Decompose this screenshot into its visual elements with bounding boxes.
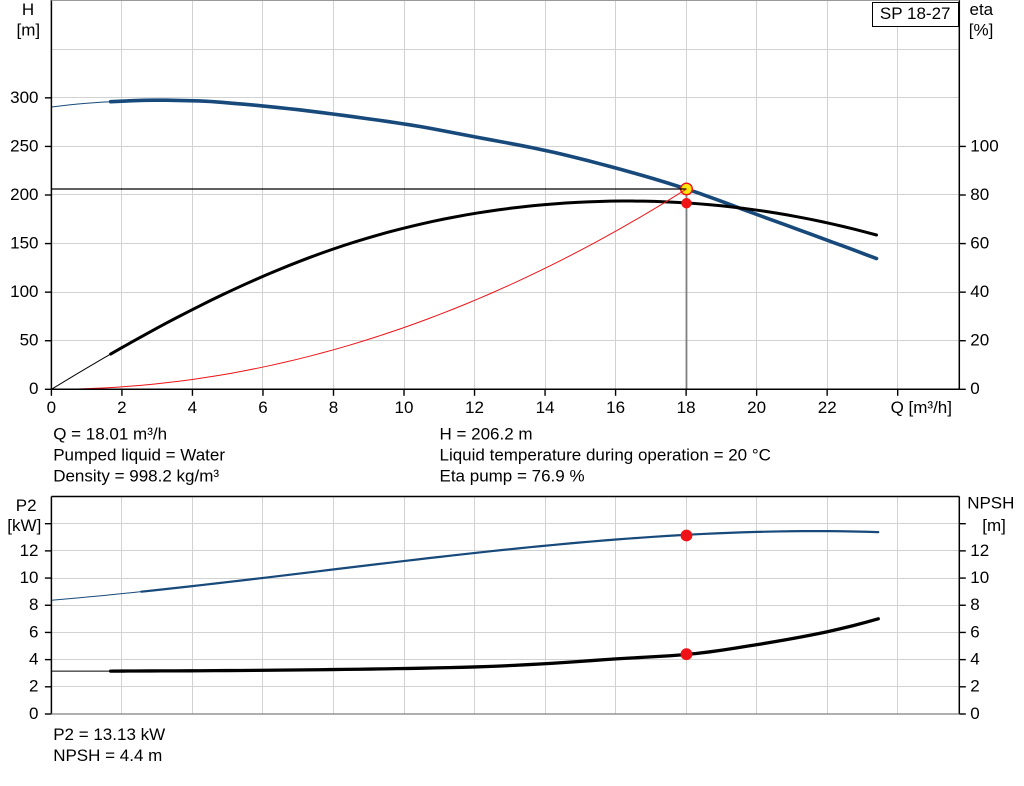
svg-text:20: 20 xyxy=(970,331,989,350)
svg-text:6: 6 xyxy=(970,622,979,641)
svg-text:4: 4 xyxy=(970,650,979,669)
svg-text:50: 50 xyxy=(20,331,39,350)
svg-text:150: 150 xyxy=(10,234,38,253)
svg-text:eta: eta xyxy=(970,0,994,19)
svg-text:10: 10 xyxy=(395,398,414,417)
svg-text:100: 100 xyxy=(10,282,38,301)
svg-text:20: 20 xyxy=(747,398,766,417)
svg-text:16: 16 xyxy=(606,398,625,417)
svg-text:Eta pump = 76.9 %: Eta pump = 76.9 % xyxy=(440,466,585,485)
svg-text:10: 10 xyxy=(970,568,989,587)
svg-text:0: 0 xyxy=(29,704,38,723)
svg-text:[%]: [%] xyxy=(969,21,994,40)
svg-text:100: 100 xyxy=(970,136,998,155)
svg-text:40: 40 xyxy=(970,282,989,301)
svg-text:Q = 18.01 m³/h: Q = 18.01 m³/h xyxy=(53,424,167,443)
svg-text:0: 0 xyxy=(29,379,38,398)
svg-text:8: 8 xyxy=(970,595,979,614)
svg-text:SP 18-27: SP 18-27 xyxy=(880,4,951,23)
svg-text:NPSH: NPSH xyxy=(967,494,1014,513)
svg-text:0: 0 xyxy=(47,398,56,417)
svg-text:0: 0 xyxy=(970,379,979,398)
svg-text:H: H xyxy=(22,0,34,19)
svg-text:NPSH = 4.4 m: NPSH = 4.4 m xyxy=(53,746,162,765)
svg-text:8: 8 xyxy=(329,398,338,417)
svg-text:6: 6 xyxy=(29,622,38,641)
svg-text:6: 6 xyxy=(258,398,267,417)
svg-text:300: 300 xyxy=(10,88,38,107)
svg-text:2: 2 xyxy=(117,398,126,417)
svg-text:[m]: [m] xyxy=(16,20,40,39)
svg-text:18: 18 xyxy=(677,398,696,417)
svg-text:60: 60 xyxy=(970,234,989,253)
svg-text:12: 12 xyxy=(20,541,39,560)
svg-text:250: 250 xyxy=(10,136,38,155)
svg-text:Density = 998.2 kg/m³: Density = 998.2 kg/m³ xyxy=(53,466,219,485)
svg-text:[kW]: [kW] xyxy=(7,516,41,535)
svg-text:H = 206.2 m: H = 206.2 m xyxy=(440,424,533,443)
svg-text:P2: P2 xyxy=(16,496,37,515)
svg-text:8: 8 xyxy=(29,595,38,614)
svg-text:P2 = 13.13 kW: P2 = 13.13 kW xyxy=(53,725,165,744)
svg-text:2: 2 xyxy=(29,677,38,696)
svg-text:80: 80 xyxy=(970,185,989,204)
svg-text:4: 4 xyxy=(188,398,197,417)
svg-text:4: 4 xyxy=(29,650,38,669)
svg-text:Q [m³/h]: Q [m³/h] xyxy=(891,398,952,417)
svg-text:12: 12 xyxy=(465,398,484,417)
svg-text:Pumped liquid = Water: Pumped liquid = Water xyxy=(53,445,225,464)
svg-text:200: 200 xyxy=(10,185,38,204)
svg-text:10: 10 xyxy=(20,568,39,587)
svg-text:12: 12 xyxy=(970,541,989,560)
svg-text:0: 0 xyxy=(970,704,979,723)
svg-text:22: 22 xyxy=(818,398,837,417)
svg-text:2: 2 xyxy=(970,677,979,696)
svg-text:Liquid temperature during oper: Liquid temperature during operation = 20… xyxy=(440,445,771,464)
svg-text:[m]: [m] xyxy=(982,516,1006,535)
svg-text:14: 14 xyxy=(536,398,555,417)
